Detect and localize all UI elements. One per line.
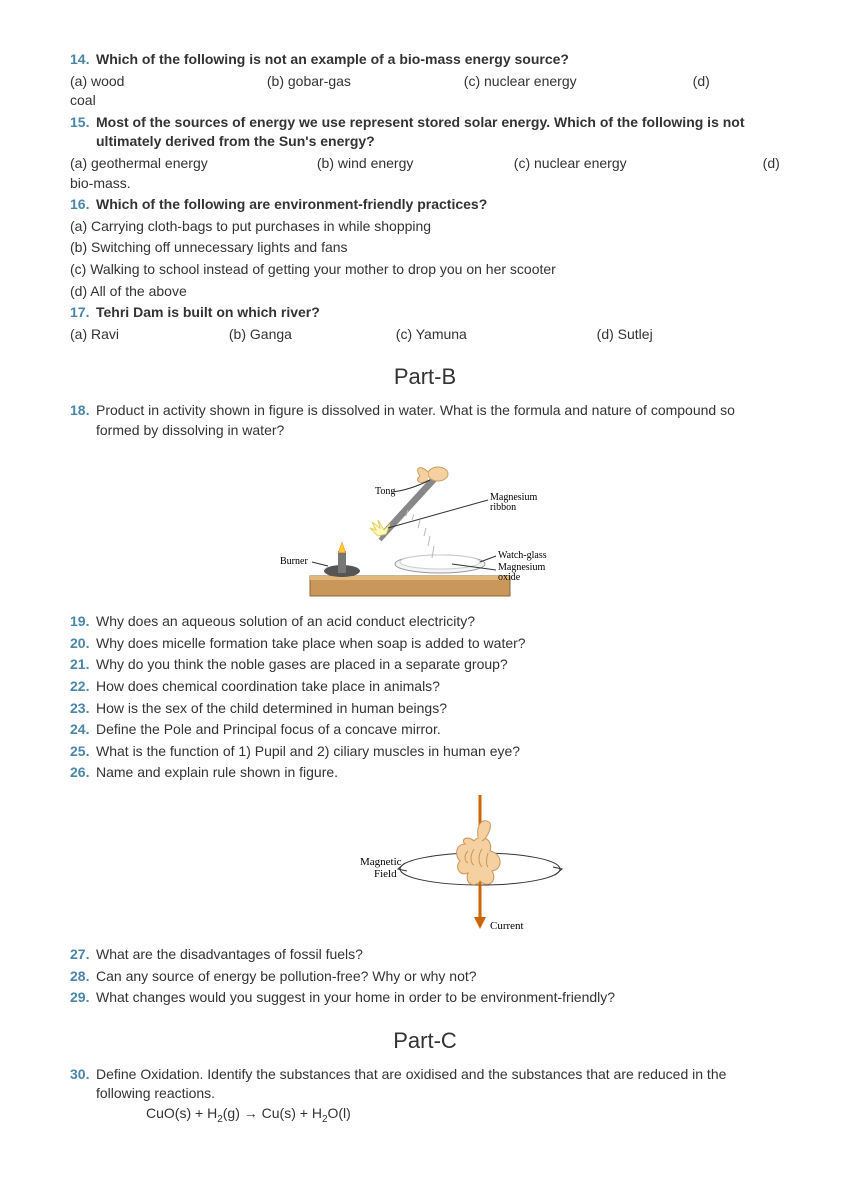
question-27: 27.What are the disadvantages of fossil … [70,945,780,965]
question-25: 25.What is the function of 1) Pupil and … [70,742,780,762]
q-number: 30. [70,1065,96,1127]
q-text: How is the sex of the child determined i… [96,699,780,719]
question-22: 22.How does chemical coordination take p… [70,677,780,697]
q-number: 21. [70,655,96,675]
label-oxide: Magnesiumoxide [498,562,545,583]
q-text: Why does an aqueous solution of an acid … [96,612,780,632]
q-number: 17. [70,303,96,323]
q-number: 20. [70,634,96,654]
q30-text: Define Oxidation. Identify the substance… [96,1066,726,1102]
q-text: Most of the sources of energy we use rep… [96,113,780,152]
q-text: Define Oxidation. Identify the substance… [96,1065,780,1127]
q17-options: (a) Ravi (b) Ganga (c) Yamuna (d) Sutlej [70,325,780,345]
q-number: 24. [70,720,96,740]
q-number: 15. [70,113,96,152]
label-current: Current [490,920,524,932]
q-text: Name and explain rule shown in figure. [96,763,780,783]
q-text: What changes would you suggest in your h… [96,988,780,1008]
option-d: (d) Sutlej [597,326,653,342]
question-17: 17. Tehri Dam is built on which river? [70,303,780,323]
option-a: (a) Ravi [70,325,180,345]
label-ribbon: Magnesiumribbon [490,492,537,513]
q-text: Which of the following is not an example… [96,50,780,70]
option-a: (a) Carrying cloth-bags to put purchases… [70,217,780,237]
question-30: 30. Define Oxidation. Identify the subst… [70,1065,780,1127]
q-text: Which of the following are environment-f… [96,195,780,215]
question-29: 29.What changes would you suggest in you… [70,988,780,1008]
figure-magnesium-burning: Tong Magnesiumribbon Burner Watch-glass … [70,446,780,606]
option-c: (c) nuclear energy [464,72,644,92]
q-text: How does chemical coordination take plac… [96,677,780,697]
option-b: (b) gobar-gas [267,72,415,92]
q-number: 18. [70,401,96,440]
part-b-title: Part-B [70,362,780,393]
q-text: Define the Pole and Principal focus of a… [96,720,780,740]
q-text: Can any source of energy be pollution-fr… [96,967,780,987]
question-26: 26.Name and explain rule shown in figure… [70,763,780,783]
q-number: 23. [70,699,96,719]
question-18: 18. Product in activity shown in figure … [70,401,780,440]
q-text: Why do you think the noble gases are pla… [96,655,780,675]
question-28: 28.Can any source of energy be pollution… [70,967,780,987]
q-number: 14. [70,50,96,70]
q-text: Why does micelle formation take place wh… [96,634,780,654]
q-number: 16. [70,195,96,215]
option-b: (b) wind energy [317,154,465,174]
q15-options: (a) geothermal energy (b) wind energy (c… [70,154,780,193]
question-24: 24.Define the Pole and Principal focus o… [70,720,780,740]
q-text: Product in activity shown in figure is d… [96,401,780,440]
question-19: 19.Why does an aqueous solution of an ac… [70,612,780,632]
question-16: 16. Which of the following are environme… [70,195,780,215]
q14-options: (a) wood (b) gobar-gas (c) nuclear energ… [70,72,780,111]
q16-options: (a) Carrying cloth-bags to put purchases… [70,217,780,301]
option-d: (d) All of the above [70,282,780,302]
option-a: (a) geothermal energy [70,154,268,174]
question-20: 20.Why does micelle formation take place… [70,634,780,654]
question-23: 23.How is the sex of the child determine… [70,699,780,719]
q-text: What are the disadvantages of fossil fue… [96,945,780,965]
q-number: 27. [70,945,96,965]
question-21: 21.Why do you think the noble gases are … [70,655,780,675]
part-c-title: Part-C [70,1026,780,1057]
question-14: 14. Which of the following is not an exa… [70,50,780,70]
q-number: 29. [70,988,96,1008]
option-c: (c) Yamuna [396,325,548,345]
q-number: 26. [70,763,96,783]
q-text: What is the function of 1) Pupil and 2) … [96,742,780,762]
q-number: 19. [70,612,96,632]
option-a: (a) wood [70,72,218,92]
label-watch: Watch-glass [498,550,547,561]
option-c: (c) Walking to school instead of getting… [70,260,780,280]
figure-right-hand-rule: MagneticField Current [70,789,780,939]
label-burner: Burner [280,556,308,567]
question-15: 15. Most of the sources of energy we use… [70,113,780,152]
q-number: 25. [70,742,96,762]
q-number: 28. [70,967,96,987]
option-c: (c) nuclear energy [514,154,714,174]
label-field: MagneticField [360,856,402,880]
option-b: (b) Switching off unnecessary lights and… [70,238,780,258]
q30-equation: CuO(s) + H2(g) → Cu(s) + H2O(l) [146,1104,780,1127]
q-number: 22. [70,677,96,697]
option-b: (b) Ganga [229,325,347,345]
q-text: Tehri Dam is built on which river? [96,303,780,323]
